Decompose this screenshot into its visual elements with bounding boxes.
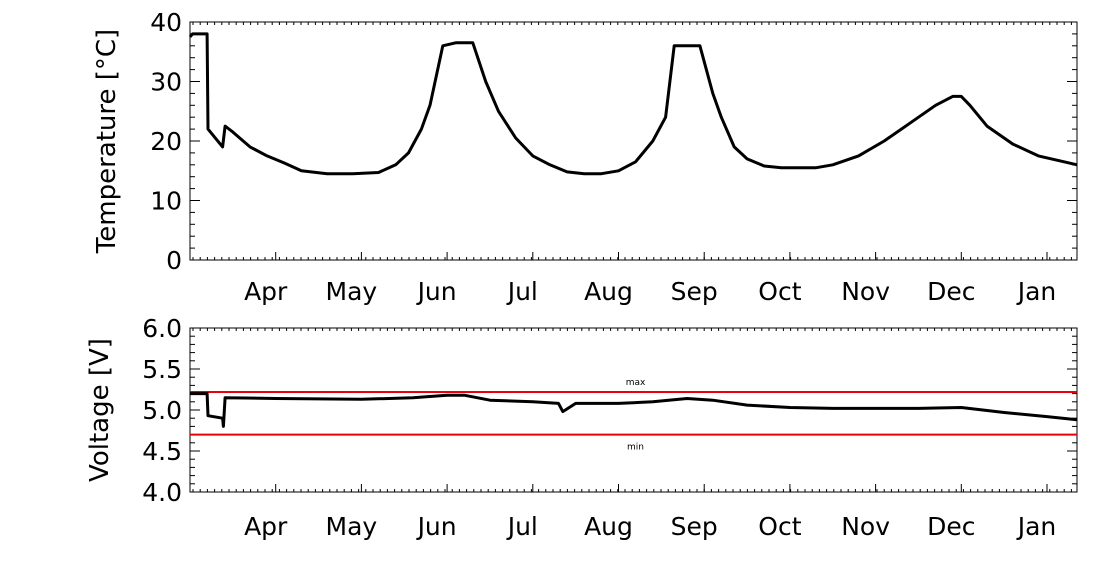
voltage-minor-ticks xyxy=(192,328,1072,492)
voltage-ytick-label: 5.5 xyxy=(142,355,182,384)
ref-label-max: max xyxy=(626,378,646,388)
voltage-series-line xyxy=(190,392,1078,428)
voltage-month-label: Oct xyxy=(758,512,801,541)
voltage-month-label: Apr xyxy=(244,512,288,541)
voltage-month-label: May xyxy=(326,512,378,541)
temperature-minor-ticks xyxy=(192,22,1072,260)
temperature-month-label: Sep xyxy=(671,277,718,306)
voltage-month-label: Jul xyxy=(506,512,538,541)
temperature-month-label: Jun xyxy=(416,277,457,306)
temperature-month-label: Nov xyxy=(841,277,890,306)
temperature-month-label: Jul xyxy=(506,277,538,306)
voltage-ylabel: Voltage [V] xyxy=(85,338,115,482)
temperature-month-label: Apr xyxy=(244,277,288,306)
temperature-panel: 0 10 20 30 40 Apr May Jun Jul Aug Sep Oct Nov Dec Jan T… xyxy=(92,8,1078,306)
voltage-month-label: Jan xyxy=(1016,512,1057,541)
voltage-ytick-label: 6.0 xyxy=(142,314,182,343)
ref-label-min: min xyxy=(627,443,644,453)
temperature-month-label: Aug xyxy=(584,277,633,306)
temperature-plot-frame xyxy=(189,21,1078,261)
voltage-ytick-label: 4.5 xyxy=(142,437,182,466)
temperature-ytick-label: 0 xyxy=(166,246,182,275)
temperature-ytick-label: 40 xyxy=(150,8,182,37)
temperature-ytick-label: 30 xyxy=(150,68,182,97)
temperature-ylabel: Temperature [°C] xyxy=(92,29,122,254)
temperature-month-label: Oct xyxy=(758,277,801,306)
voltage-month-label: Dec xyxy=(927,512,975,541)
temperature-month-label: May xyxy=(326,277,378,306)
temperature-month-label: Dec xyxy=(927,277,975,306)
voltage-month-label: Jun xyxy=(416,512,457,541)
voltage-month-label: Nov xyxy=(841,512,890,541)
temperature-ytick-label: 10 xyxy=(150,187,182,216)
voltage-month-label: Sep xyxy=(671,512,718,541)
voltage-panel: 4.0 4.5 5.0 5.5 6.0 Apr May Jun Jul Aug Sep Oct Nov D… xyxy=(85,314,1078,541)
voltage-month-label: Aug xyxy=(584,512,633,541)
voltage-ytick-label: 5.0 xyxy=(142,396,182,425)
temperature-series-line xyxy=(188,32,1078,176)
temperature-month-label: Jan xyxy=(1016,277,1057,306)
voltage-plot-frame xyxy=(189,327,1078,493)
voltage-ytick-label: 4.0 xyxy=(142,478,182,507)
temperature-ytick-label: 20 xyxy=(150,127,182,156)
